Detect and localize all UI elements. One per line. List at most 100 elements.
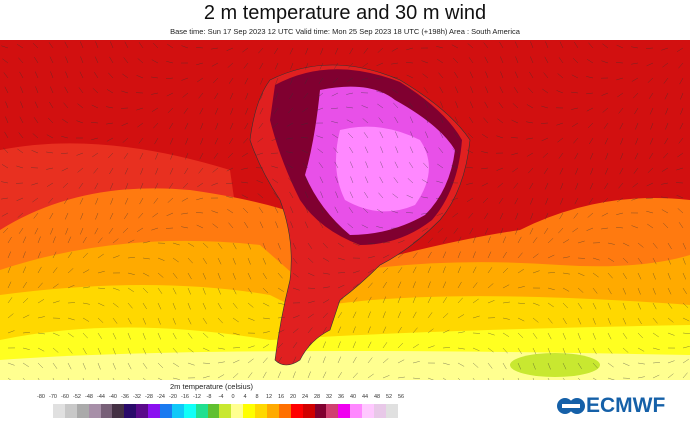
wind-arrow xyxy=(618,107,624,114)
wind-arrow xyxy=(262,272,267,280)
wind-arrow xyxy=(247,358,254,364)
legend-tick-label: -48 xyxy=(85,394,93,400)
wind-arrow xyxy=(37,266,42,274)
wind-arrow xyxy=(352,341,356,349)
wind-arrow xyxy=(259,221,264,229)
wind-arrow xyxy=(526,152,534,157)
wind-arrow xyxy=(112,332,117,340)
wind-arrow xyxy=(109,212,114,220)
wind-arrow xyxy=(79,197,84,205)
wind-arrow xyxy=(472,377,475,380)
wind-arrow xyxy=(307,300,315,304)
wind-arrow xyxy=(232,359,240,364)
wind-arrow xyxy=(172,332,177,340)
legend-tick-label: -32 xyxy=(133,394,141,400)
wind-arrow xyxy=(211,62,219,67)
wind-arrow xyxy=(571,122,579,127)
wind-arrow xyxy=(303,92,309,99)
wind-arrow xyxy=(592,302,597,310)
wind-arrow xyxy=(682,302,689,309)
wind-arrow xyxy=(466,182,474,185)
wind-arrow xyxy=(290,62,294,70)
wind-arrow xyxy=(217,374,225,379)
legend-tick-label: 0 xyxy=(231,394,235,400)
wind-arrow xyxy=(7,330,15,334)
wind-arrow xyxy=(602,197,609,204)
wind-arrow xyxy=(37,316,45,319)
wind-arrow xyxy=(382,375,390,379)
wind-arrow xyxy=(187,257,193,264)
ecmwf-logo: ECMWF xyxy=(556,394,665,418)
wind-arrow xyxy=(604,137,609,145)
wind-arrow xyxy=(274,62,279,70)
wind-arrow xyxy=(277,287,285,292)
wind-arrow xyxy=(322,341,326,349)
wind-arrow xyxy=(607,377,615,380)
wind-arrow xyxy=(649,137,654,145)
wind-arrow xyxy=(273,192,279,199)
wind-arrow xyxy=(557,73,564,79)
wind-arrow xyxy=(391,47,399,52)
wind-arrow xyxy=(153,122,159,129)
wind-arrow xyxy=(213,152,219,159)
wind-arrow xyxy=(109,56,114,64)
wind-arrow xyxy=(637,347,645,352)
wind-arrow xyxy=(547,238,554,244)
wind-arrow xyxy=(49,212,54,220)
wind-arrow xyxy=(530,41,534,49)
wind-arrow xyxy=(247,302,254,308)
wind-arrow xyxy=(307,287,315,289)
wind-arrow xyxy=(49,86,54,94)
wind-arrow xyxy=(560,197,564,205)
wind-arrow xyxy=(511,152,519,156)
legend-swatch xyxy=(64,404,77,418)
wind-arrow xyxy=(592,362,598,369)
wind-arrow xyxy=(502,317,510,320)
wind-arrow xyxy=(227,152,234,159)
wind-arrow xyxy=(97,347,102,355)
wind-arrow xyxy=(67,268,74,274)
wind-arrow xyxy=(442,377,447,380)
wind-arrow xyxy=(258,207,264,214)
wind-arrow xyxy=(472,236,476,244)
wind-arrow xyxy=(322,312,328,319)
wind-arrow xyxy=(49,56,54,64)
wind-arrow xyxy=(202,287,206,295)
wind-arrow xyxy=(440,101,444,109)
wind-arrow xyxy=(187,302,191,310)
wind-arrow xyxy=(487,283,494,289)
wind-arrow xyxy=(199,107,204,115)
wind-arrow xyxy=(648,152,654,160)
wind-arrow xyxy=(380,146,384,154)
wind-arrow xyxy=(62,118,69,124)
wind-arrow xyxy=(427,312,433,319)
wind-arrow xyxy=(7,251,11,259)
wind-arrow xyxy=(652,257,657,265)
wind-arrow xyxy=(155,167,159,175)
wind-arrow xyxy=(67,377,70,380)
wind-arrow xyxy=(558,57,564,64)
wind-arrow xyxy=(232,272,236,280)
wind-arrow xyxy=(17,212,24,218)
legend-tick-label: -24 xyxy=(157,394,165,400)
wind-arrow xyxy=(256,152,264,156)
wind-arrow xyxy=(32,197,39,203)
wind-arrow xyxy=(586,107,594,112)
wind-arrow xyxy=(122,73,129,79)
wind-arrow xyxy=(382,342,388,349)
wind-arrow xyxy=(547,272,555,274)
wind-arrow xyxy=(37,251,41,259)
wind-arrow xyxy=(680,92,684,100)
wind-arrow xyxy=(337,326,342,334)
wind-arrow xyxy=(589,182,594,190)
wind-arrow xyxy=(82,286,90,289)
wind-arrow xyxy=(277,342,284,349)
wind-arrow xyxy=(64,212,69,220)
wind-arrow xyxy=(197,182,204,188)
wind-arrow xyxy=(272,122,279,128)
wind-arrow xyxy=(352,283,359,289)
wind-arrow xyxy=(108,72,114,79)
wind-arrow xyxy=(622,317,627,325)
wind-arrow xyxy=(22,347,30,350)
wind-arrow xyxy=(31,150,39,154)
